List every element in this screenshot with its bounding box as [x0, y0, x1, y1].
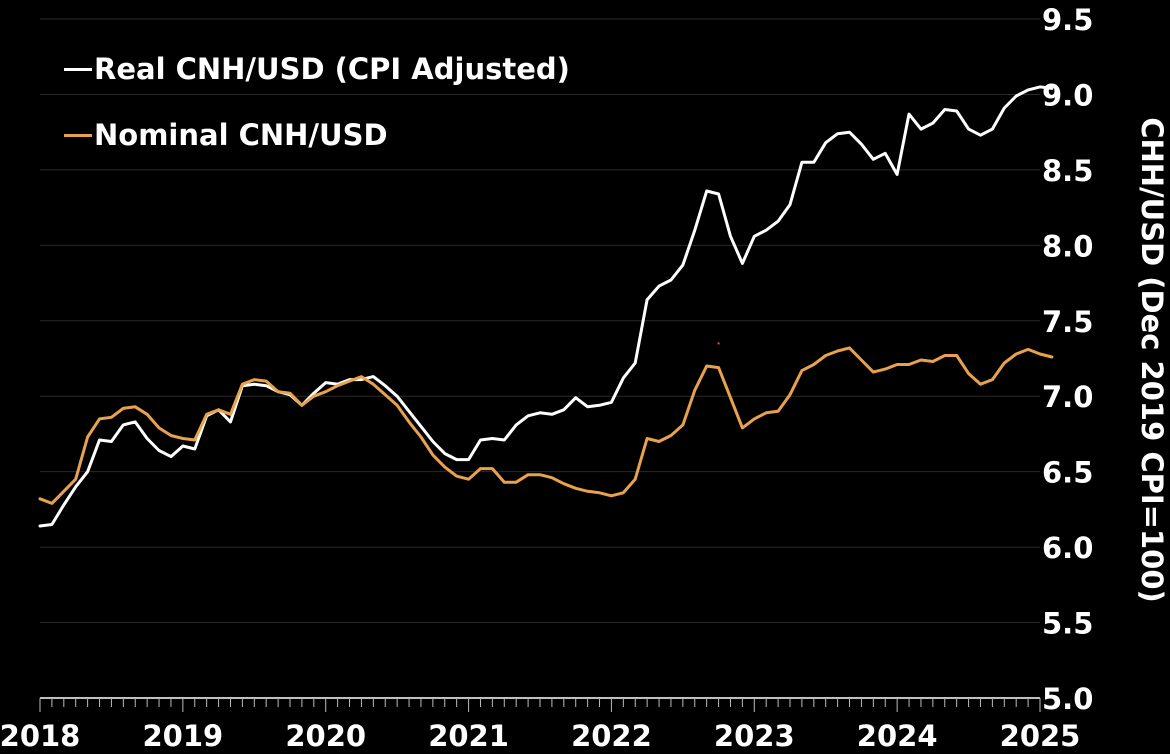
x-tick-label: 2020 — [285, 719, 366, 753]
y-tick-label: 6.5 — [1042, 456, 1093, 490]
y-axis-tick-labels: 5.0 5.5 6.0 6.5 7.0 7.5 8.0 8.5 9.0 9.5 — [1042, 3, 1093, 716]
x-tick-label: 2024 — [857, 719, 938, 753]
legend: Real CNH/USD (CPI Adjusted) Nominal CNH/… — [64, 36, 570, 168]
x-tick-label: 2023 — [714, 719, 795, 753]
series-lines — [38, 85, 1054, 528]
series-line-nominal — [38, 346, 1054, 505]
x-tick-label: 2019 — [142, 719, 223, 753]
y-tick-label: 5.0 — [1042, 682, 1093, 716]
x-axis — [39, 697, 1041, 712]
y-axis-label: CHH/USD (Dec 2019 CPI=100) — [1135, 117, 1169, 603]
y-tick-label: 9.5 — [1042, 3, 1093, 37]
legend-item-real: Real CNH/USD (CPI Adjusted) — [64, 36, 570, 102]
legend-swatch-nominal — [64, 133, 92, 137]
y-tick-label: 7.5 — [1042, 305, 1093, 339]
x-axis-tick-labels: 2018 2019 2020 2021 2022 2023 2024 2025 — [0, 719, 1080, 753]
legend-swatch-real — [64, 67, 92, 71]
annotation-marker — [717, 342, 720, 345]
x-tick-label: 2018 — [0, 719, 80, 753]
x-tick-label: 2021 — [428, 719, 509, 753]
x-tick-label: 2022 — [571, 719, 652, 753]
grid-lines — [40, 18, 1040, 624]
y-tick-label: 6.0 — [1042, 531, 1093, 565]
legend-label-real: Real CNH/USD (CPI Adjusted) — [94, 52, 570, 86]
y-tick-label: 8.0 — [1042, 229, 1093, 263]
y-tick-label: 9.0 — [1042, 78, 1093, 112]
legend-item-nominal: Nominal CNH/USD — [64, 102, 570, 168]
legend-label-nominal: Nominal CNH/USD — [94, 118, 388, 152]
y-tick-label: 5.5 — [1042, 607, 1093, 641]
y-tick-label: 7.0 — [1042, 380, 1093, 414]
x-tick-label: 2025 — [1000, 719, 1081, 753]
y-tick-label: 8.5 — [1042, 154, 1093, 188]
